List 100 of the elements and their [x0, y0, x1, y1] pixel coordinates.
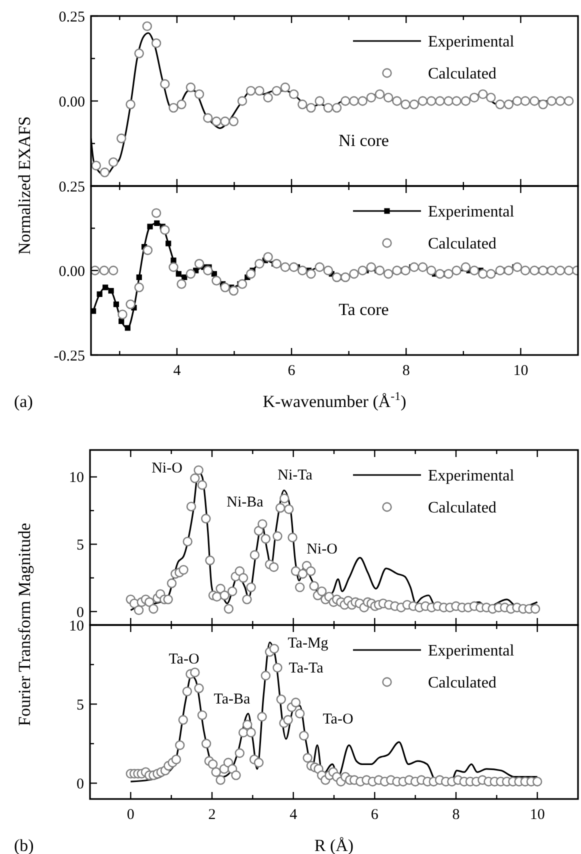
- point: [134, 48, 144, 58]
- point: [332, 102, 342, 113]
- point: [323, 102, 334, 113]
- y-tick-label: 0.25: [58, 9, 85, 26]
- point: [512, 96, 522, 106]
- point: [272, 258, 282, 269]
- x-tick-label: 8: [452, 807, 460, 823]
- point: [160, 79, 170, 89]
- x-tick-label: 10: [530, 807, 545, 823]
- point: [374, 89, 385, 100]
- point: [142, 245, 153, 256]
- point: [358, 266, 368, 276]
- point: [118, 318, 124, 324]
- point: [212, 116, 222, 126]
- point: [314, 96, 324, 106]
- point: [91, 160, 102, 170]
- point: [176, 100, 186, 110]
- point: [246, 86, 256, 96]
- point: [555, 266, 566, 276]
- point: [444, 269, 454, 279]
- y-tick-label: 5: [76, 537, 84, 554]
- point: [108, 266, 118, 276]
- point: [530, 266, 540, 276]
- point: [400, 266, 410, 276]
- point: [168, 102, 178, 113]
- x-tick-label: 6: [370, 807, 379, 823]
- point: [136, 274, 142, 280]
- point: [124, 325, 130, 331]
- point: [288, 262, 299, 272]
- point: [306, 269, 316, 279]
- point: [263, 252, 273, 262]
- point: [504, 100, 514, 110]
- legend-label: Calculated: [428, 66, 496, 83]
- x-tick-label: 4: [173, 363, 182, 379]
- point: [349, 96, 359, 106]
- point: [203, 113, 213, 123]
- point: [298, 100, 308, 110]
- point: [486, 269, 496, 279]
- x-tick-label: 8: [402, 363, 410, 379]
- legend-label: Experimental: [428, 642, 515, 660]
- legend-label: Calculated: [428, 674, 496, 692]
- y-tick-label: 0: [76, 604, 84, 621]
- point: [426, 96, 436, 106]
- point: [228, 116, 239, 126]
- point: [358, 96, 368, 106]
- point: [546, 266, 556, 276]
- annotation: Ni-Ta: [278, 467, 313, 484]
- y-axis-title: Fourier Transform Magnitude: [15, 522, 34, 726]
- point: [186, 82, 196, 92]
- point: [418, 96, 428, 106]
- point: [495, 266, 505, 276]
- point: [384, 92, 394, 102]
- x-tick-label: 4: [290, 807, 298, 823]
- point: [160, 225, 170, 235]
- point: [340, 96, 350, 106]
- annotation: Ta-Ta: [288, 660, 324, 676]
- point: [100, 168, 110, 178]
- legend-label: Calculated: [428, 236, 496, 253]
- point: [186, 269, 196, 279]
- point: [170, 258, 176, 264]
- annotation: Ta-O: [322, 711, 354, 728]
- point: [546, 96, 556, 106]
- point: [151, 208, 162, 218]
- point: [96, 291, 102, 297]
- point: [444, 96, 454, 106]
- point: [306, 102, 316, 113]
- point: [176, 279, 186, 289]
- y-axis-title: Normalized EXAFS: [15, 116, 34, 255]
- point: [166, 240, 172, 246]
- point: [246, 269, 256, 279]
- point: [147, 224, 153, 230]
- point: [400, 100, 410, 110]
- point: [495, 100, 505, 110]
- annotation: Ni core: [338, 131, 389, 150]
- point: [409, 100, 419, 110]
- point: [254, 86, 264, 96]
- point: [280, 82, 290, 92]
- point: [263, 92, 273, 102]
- annotation: Ni-Ba: [226, 494, 264, 510]
- point: [102, 284, 108, 290]
- point: [418, 262, 428, 272]
- point: [272, 86, 282, 96]
- y-tick-label: 0: [76, 776, 84, 792]
- point: [564, 266, 574, 276]
- x-axis-title: K-wavenumber (Å$^{-1}$): [262, 389, 406, 411]
- point: [203, 266, 213, 276]
- point: [460, 262, 471, 272]
- legend-label: Experimental: [428, 204, 515, 221]
- point: [555, 96, 566, 106]
- point: [116, 134, 126, 144]
- point: [168, 262, 178, 272]
- point: [126, 299, 136, 310]
- point: [220, 282, 230, 292]
- point: [392, 96, 402, 106]
- point: [142, 21, 152, 32]
- legend-label: Experimental: [428, 34, 515, 51]
- point: [340, 272, 350, 282]
- point: [366, 262, 376, 272]
- text: (a): [14, 392, 33, 411]
- point: [349, 269, 359, 279]
